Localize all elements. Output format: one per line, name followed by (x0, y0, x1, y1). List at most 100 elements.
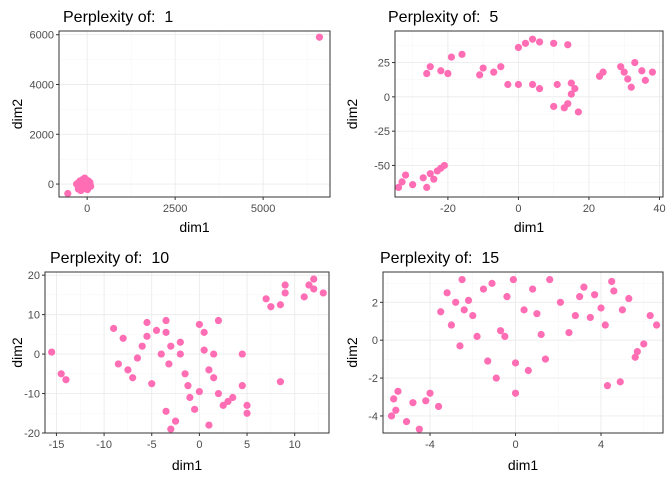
data-point (205, 366, 213, 374)
data-point (444, 69, 452, 78)
panel-border (394, 30, 664, 198)
data-point (603, 382, 612, 390)
x-tick-label: 4 (598, 439, 604, 451)
data-point (83, 185, 92, 194)
data-point (458, 50, 466, 58)
data-point (184, 382, 192, 390)
y-tick-label: 25 (378, 58, 390, 70)
data-point (181, 370, 189, 378)
data-point (437, 308, 445, 316)
chart-title: Perplexity of: 1 (63, 9, 173, 26)
y-tick-label: 20 (28, 270, 40, 282)
data-point (447, 53, 456, 61)
data-point (524, 366, 532, 375)
data-point (574, 108, 582, 116)
x-tick-label: -20 (440, 203, 456, 215)
data-point (114, 360, 122, 368)
data-point (243, 409, 251, 417)
data-point (479, 64, 487, 72)
data-point (214, 389, 223, 398)
y-tick-label: 0 (384, 92, 390, 104)
x-axis-title: dim1 (514, 219, 545, 235)
data-point (514, 43, 523, 52)
data-point (426, 170, 434, 178)
data-point (580, 283, 588, 291)
y-tick-label: -20 (24, 428, 40, 440)
chart-title: Perplexity of: 15 (380, 250, 499, 267)
data-point (162, 316, 170, 325)
data-point (276, 378, 284, 386)
data-point (200, 328, 208, 336)
y-axis-title: dim2 (9, 99, 25, 130)
data-point (567, 79, 575, 87)
data-point (57, 370, 65, 378)
data-point (550, 39, 558, 47)
data-point (64, 189, 72, 198)
data-point (205, 421, 213, 429)
data-point (571, 311, 579, 320)
data-point (565, 329, 573, 337)
panel-border (58, 30, 331, 198)
data-point (401, 171, 410, 179)
data-point (409, 399, 417, 407)
data-point (229, 393, 237, 402)
data-point (191, 405, 199, 413)
data-point (281, 289, 289, 297)
data-point (171, 417, 180, 425)
data-point (631, 58, 639, 67)
data-point (143, 318, 151, 327)
data-point (129, 374, 137, 382)
data-point (535, 85, 544, 93)
data-point (541, 355, 550, 363)
data-point (473, 332, 481, 340)
x-tick-label: -5 (147, 439, 157, 451)
chart-title: Perplexity of: 5 (388, 9, 498, 26)
data-point (176, 350, 184, 358)
data-point (423, 69, 431, 78)
data-point (143, 332, 151, 340)
x-axis-title: dim1 (508, 457, 539, 473)
data-point (571, 85, 579, 93)
data-point (152, 326, 161, 335)
data-point (157, 350, 165, 358)
data-point (243, 401, 251, 409)
data-point (490, 68, 498, 76)
data-point (310, 285, 318, 293)
data-point (597, 304, 605, 312)
data-point (262, 295, 270, 303)
y-tick-label: -50 (374, 160, 390, 172)
data-point (488, 279, 496, 287)
data-point (423, 183, 431, 191)
data-point (618, 306, 626, 314)
data-point (564, 100, 572, 108)
data-point (276, 301, 284, 309)
data-point (535, 38, 544, 46)
scatter-panel-4: -4 0 4 -4 -2 0 2 Perplexity of: 15 dim1 dim2 (344, 250, 664, 473)
data-point (620, 68, 628, 76)
data-point (267, 303, 275, 311)
x-tick-label: 0 (196, 439, 202, 451)
data-point (456, 342, 464, 350)
data-point (447, 321, 455, 329)
y-tick-label: -4 (368, 411, 378, 423)
data-point (601, 321, 609, 329)
x-tick-label: -10 (96, 439, 112, 451)
y-tick-label: 6000 (30, 30, 54, 42)
x-tick-label: 10 (289, 439, 301, 451)
x-tick-label: 5000 (251, 203, 275, 215)
data-point (476, 71, 484, 79)
data-point (409, 181, 417, 189)
y-tick-label: 2000 (30, 129, 54, 141)
y-tick-label: 0 (48, 179, 54, 191)
data-point (124, 366, 132, 374)
y-axis-title: dim2 (344, 99, 360, 130)
data-point (567, 90, 575, 98)
data-point (419, 174, 427, 182)
data-point (553, 80, 561, 89)
data-point (402, 418, 411, 426)
data-point (503, 293, 511, 301)
data-point (616, 378, 624, 386)
data-point (631, 353, 639, 361)
scatter-panel-1: 0 2500 5000 0 2000 4000 6000 Perplexity of: 1 di… (9, 9, 331, 235)
data-point (48, 348, 56, 356)
